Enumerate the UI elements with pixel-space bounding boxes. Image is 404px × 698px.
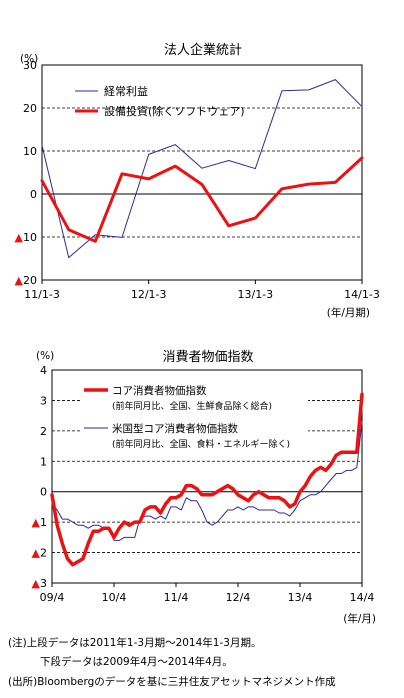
y-tick-label: 20 [23,102,37,115]
x-tick-label: 09/4 [40,591,65,604]
x-tick-label: 11/1-3 [24,288,60,301]
x-tick-label: 12/1-3 [131,288,167,301]
legend-label-capex: 設備投資(除くソフトウェア) [104,104,245,118]
source-text: (出所)Bloombergのデータを基に三井住友アセットマネジメント作成 [8,676,336,688]
y-tick-label: 10 [23,145,37,158]
x-tick-label: 11/4 [164,591,189,604]
legend-label-core-cpi: コア消費者物価指数 [112,384,207,397]
x-tick-label: 13/1-3 [237,288,273,301]
source-line: (出所)Bloombergのデータを基に三井住友アセットマネジメント作成 [8,675,336,689]
y-tick-label: 30 [23,59,37,72]
plot-frame [51,369,363,584]
x-tick-labels: 09/4 10/4 11/4 12/4 13/4 14/4 [40,583,375,604]
y-tick-label: 1 [40,455,47,468]
x-tick-label: 14/4 [350,591,375,604]
series-lines [40,79,364,259]
y-tick-label: 0 [40,486,47,499]
legend-label-ordinary-profit: 経常利益 [104,84,148,98]
note-line-1: (注)上段データは2011年1-3月期～2014年1-3月期。 [8,636,261,650]
x-tick-labels: 11/1-3 12/1-3 13/1-3 14/1-3 [24,280,380,301]
y-tick-label: ▲10 [15,231,37,244]
gridlines [41,64,363,281]
x-unit-label: (年/月期) [327,306,370,319]
corporate-statistics-chart: 法人企業統計 (%) 30 20 10 0 ▲10 ▲20 11/1-3 12/1-3 13/… [15,42,380,319]
x-tick-label: 10/4 [102,591,127,604]
x-unit-label: (年/月) [343,612,376,625]
series-line-0 [41,79,363,259]
note-text-1: 上段データは2011年1-3月期～2014年1-3月期。 [26,637,262,649]
y-tick-label: ▲1 [32,516,47,529]
legend-label-us-core-cpi: 米国型コア消費者物価指数 [112,422,238,435]
y-unit-label: (%) [20,53,38,65]
legend-sublabel-us-core-cpi: (前年同月比、全国、食料・エネルギー除く) [112,438,290,450]
note-line-2: 下段データは2009年4月～2014年4月。 [40,655,233,669]
chart-title: 消費者物価指数 [162,350,253,365]
y-tick-label: ▲3 [32,577,47,590]
y-tick-label: ▲20 [15,274,37,287]
x-tick-label: 13/4 [288,591,313,604]
legend: コア消費者物価指数 (前年同月比、全国、生鮮食品除く総合) 米国型コア消費者物価… [80,380,308,454]
legend-sublabel-core-cpi: (前年同月比、全国、生鮮食品除く総合) [112,400,272,412]
x-tick-label: 14/1-3 [344,288,380,301]
series-line-0 [50,392,364,567]
series-line-1 [40,156,364,243]
y-tick-label: ▲2 [32,547,47,560]
x-tick-label: 12/4 [226,591,251,604]
y-tick-label: 2 [40,425,47,438]
note-label: (注) [8,637,27,649]
y-unit-label: (%) [36,350,54,362]
y-tick-label: 3 [40,394,47,407]
series-lines [50,392,364,567]
chart-title: 法人企業統計 [164,42,242,58]
plot-frame [41,64,363,281]
y-tick-labels: 30 20 10 0 ▲10 ▲20 [15,59,37,287]
y-tick-labels: 4 3 2 1 0 ▲1 ▲2 ▲3 [32,364,47,590]
note-text-2: 下段データは2009年4月～2014年4月。 [40,656,233,668]
y-tick-label: 0 [30,188,37,201]
legend-background [80,380,308,454]
y-tick-label: 4 [40,364,47,377]
consumer-price-index-chart: 消費者物価指数 (%) 4 3 2 1 0 ▲1 ▲2 ▲3 09/4 10/4 11/4 12/4… [32,350,376,625]
legend: 経常利益 設備投資(除くソフトウェア) [75,84,245,118]
